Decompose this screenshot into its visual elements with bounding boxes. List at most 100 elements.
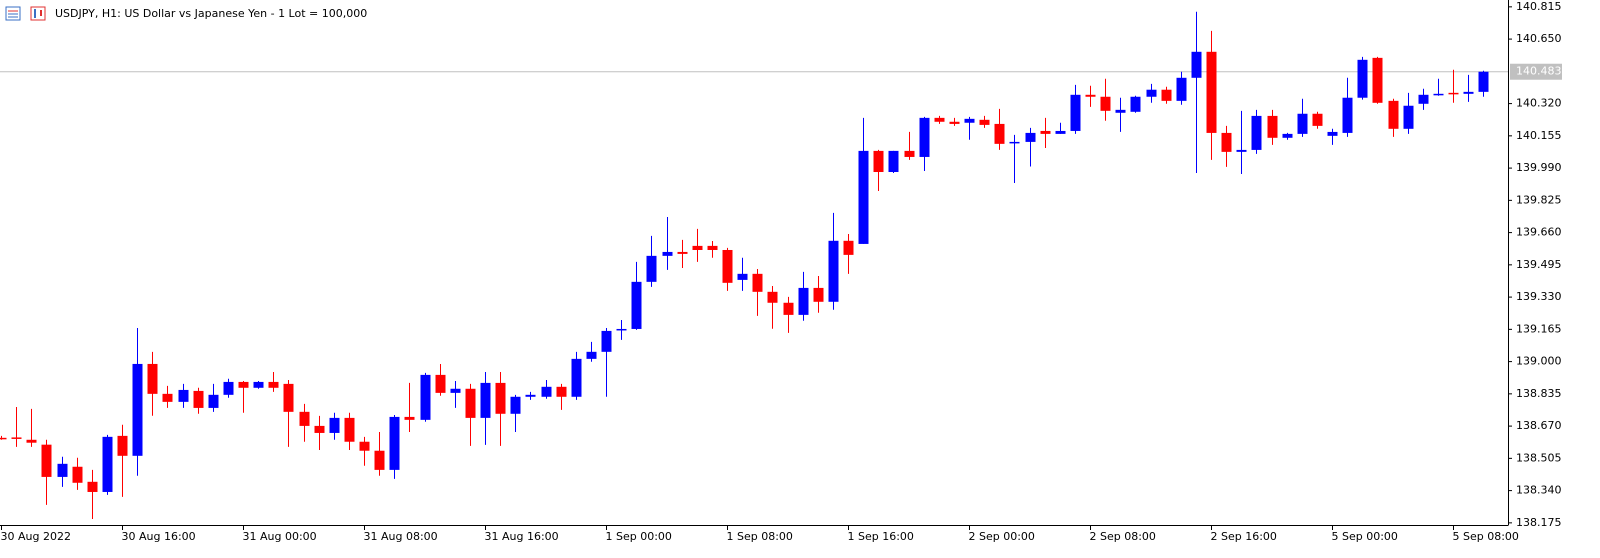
candle-body	[1009, 141, 1020, 144]
candle-body	[843, 240, 854, 255]
x-tick-label: 2 Sep 08:00	[1090, 530, 1156, 543]
candle-body	[1085, 94, 1096, 97]
y-tick-label: 139.165	[1516, 322, 1562, 335]
candle-body	[1115, 109, 1126, 113]
x-tick-label: 31 Aug 08:00	[364, 530, 438, 543]
x-tick-label: 2 Sep 16:00	[1211, 530, 1277, 543]
y-tick-label: 138.340	[1516, 484, 1562, 497]
candle-body	[994, 123, 1005, 144]
y-tick-label: 140.650	[1516, 32, 1562, 45]
candle-body	[1236, 149, 1247, 152]
candle-body	[586, 351, 597, 359]
candle-body	[0, 437, 7, 440]
candle-body	[193, 390, 204, 408]
candle-body	[1327, 131, 1338, 136]
candle-body	[450, 388, 461, 393]
candle-body	[132, 363, 143, 456]
candle-body	[1130, 96, 1141, 112]
x-tick-label: 30 Aug 2022	[1, 530, 71, 543]
candle-body	[283, 383, 294, 412]
candle-body	[1267, 115, 1278, 138]
candle-body	[404, 416, 415, 420]
candle-body	[208, 394, 219, 408]
chart-title: USDJPY, H1: US Dollar vs Japanese Yen - …	[55, 7, 367, 20]
candle-body	[253, 381, 264, 388]
candle-body	[314, 425, 325, 433]
candle-body	[1282, 133, 1293, 138]
candle-body	[162, 393, 173, 402]
y-tick-label: 140.155	[1516, 129, 1562, 142]
candle-body	[662, 251, 673, 256]
candle-body	[707, 245, 718, 250]
candle-body	[616, 328, 627, 331]
last-price-box	[1510, 63, 1562, 80]
candle-body	[1251, 115, 1262, 150]
candle-body	[798, 287, 809, 315]
candle-body	[1100, 96, 1111, 111]
candle-body	[1342, 97, 1353, 133]
candle-body	[828, 240, 839, 302]
last-price-label: 140.483	[1516, 65, 1562, 78]
candle-body	[389, 416, 400, 470]
candle-body	[480, 382, 491, 418]
candle-body	[102, 436, 113, 492]
candle-body	[722, 249, 733, 283]
candle-body	[344, 417, 355, 442]
candle-body	[495, 382, 506, 414]
candle-body	[147, 363, 158, 394]
y-tick-label: 140.815	[1516, 0, 1562, 13]
candle-body	[783, 302, 794, 315]
candle-body	[601, 330, 612, 352]
y-tick-label: 139.495	[1516, 258, 1562, 271]
candle-body	[420, 374, 431, 420]
candle-body	[178, 389, 189, 402]
candle-body	[525, 394, 536, 397]
candle-body	[752, 273, 763, 292]
candle-body	[737, 273, 748, 280]
candle-body	[1221, 132, 1232, 152]
candle-body	[1206, 51, 1217, 133]
candle-body	[1297, 113, 1308, 134]
icon-chart	[30, 6, 46, 21]
y-tick-label: 138.175	[1516, 516, 1562, 529]
candle-body	[510, 396, 521, 414]
candle-body	[1372, 57, 1383, 103]
candle-body	[541, 386, 552, 397]
candle-body	[238, 381, 249, 388]
x-tick-label: 1 Sep 08:00	[727, 530, 793, 543]
candle-body	[11, 437, 22, 439]
candle-body	[1055, 130, 1066, 134]
candle-body	[1025, 132, 1036, 142]
candle-body	[41, 444, 52, 477]
y-tick-label: 139.990	[1516, 161, 1562, 174]
candle-body	[631, 281, 642, 329]
x-tick-label: 1 Sep 16:00	[848, 530, 914, 543]
x-tick-label: 5 Sep 00:00	[1332, 530, 1398, 543]
candle-body	[1176, 77, 1187, 101]
candle-body	[72, 466, 83, 483]
candle-body	[329, 417, 340, 433]
x-tick-label: 5 Sep 08:00	[1453, 530, 1519, 543]
y-tick-label: 138.670	[1516, 419, 1562, 432]
candle-body	[1191, 51, 1202, 78]
candle-body	[1388, 100, 1399, 129]
candle-body	[1433, 93, 1444, 96]
y-tick-label: 140.320	[1516, 97, 1562, 110]
candle-body	[858, 150, 869, 244]
candle-body	[57, 463, 68, 477]
y-tick-label: 139.330	[1516, 290, 1562, 303]
candle-body	[1478, 71, 1489, 92]
candle-body	[1418, 94, 1429, 104]
candle-body	[87, 481, 98, 492]
y-tick-label: 138.835	[1516, 387, 1562, 400]
candle-body	[1448, 92, 1459, 95]
candle-body	[359, 441, 370, 451]
candle-body	[374, 450, 385, 470]
x-tick-label: 31 Aug 16:00	[485, 530, 559, 543]
candle-body	[435, 374, 446, 393]
candle-body	[268, 381, 279, 388]
candle-body	[692, 245, 703, 250]
candle-body	[873, 150, 884, 173]
candle-body	[1463, 91, 1474, 94]
